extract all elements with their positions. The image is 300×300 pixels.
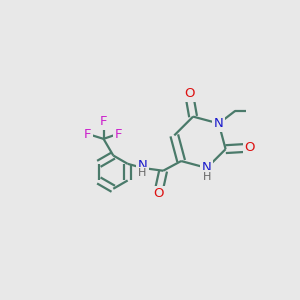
- Text: O: O: [244, 142, 255, 154]
- Text: N: N: [214, 117, 224, 130]
- Text: F: F: [100, 115, 107, 128]
- Text: H: H: [138, 168, 146, 178]
- Text: F: F: [84, 128, 91, 141]
- Text: N: N: [202, 161, 212, 174]
- Text: O: O: [154, 187, 164, 200]
- Text: O: O: [184, 87, 195, 100]
- Text: F: F: [115, 128, 122, 141]
- Text: H: H: [202, 172, 211, 182]
- Text: N: N: [138, 159, 148, 172]
